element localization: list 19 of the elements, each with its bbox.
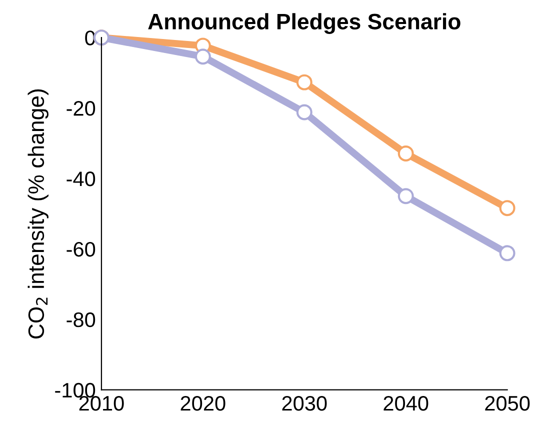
point [398, 145, 414, 162]
y-tick-label: -100 [55, 382, 96, 398]
chart-title: Announced Pledges Scenario [148, 13, 460, 34]
x-tick-label: 2020 [180, 396, 226, 411]
y-tick-label: -80 [66, 312, 96, 328]
point [296, 74, 312, 90]
y-tick-label: -60 [66, 242, 96, 257]
point [499, 200, 516, 216]
point [499, 245, 516, 262]
x-tick-label: 2040 [384, 396, 428, 411]
y-tick-label: -20 [66, 101, 96, 116]
point [194, 48, 211, 65]
y-tick-label: -40 [66, 171, 96, 186]
point [296, 104, 312, 120]
y-axis-title: CO$_{2}$ intensity (% change) [28, 89, 48, 338]
point [398, 188, 414, 204]
x-tick-label: 2050 [485, 396, 530, 411]
x-tick-label: 2010 [79, 396, 124, 411]
x-tick-label: 2030 [282, 396, 327, 411]
